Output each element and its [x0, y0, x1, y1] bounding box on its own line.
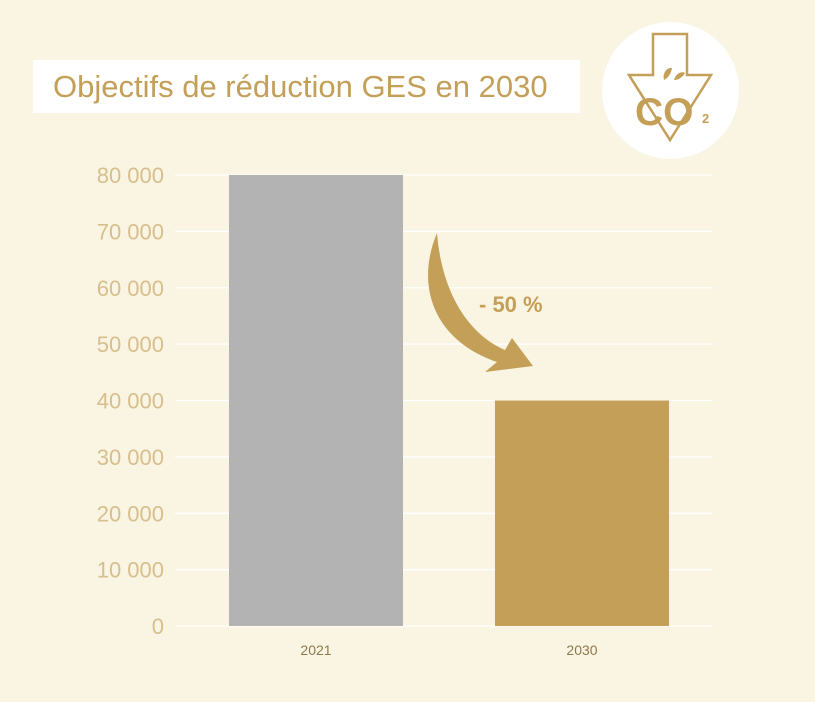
x-tick-label: 2030 — [566, 642, 597, 658]
y-tick-label: 0 — [152, 614, 164, 639]
co2-logo-label: CO — [635, 91, 694, 134]
reduction-annotation: - 50 % — [479, 292, 543, 317]
bar-2021 — [229, 175, 403, 626]
reduction-arrow-icon — [428, 233, 533, 372]
chart-title: Objectifs de réduction GES en 2030 — [53, 68, 548, 104]
y-tick-label: 80 000 — [97, 163, 164, 188]
y-tick-label: 60 000 — [97, 276, 164, 301]
co2-logo-subscript: 2 — [702, 111, 709, 126]
y-tick-label: 30 000 — [97, 445, 164, 470]
x-tick-label: 2021 — [300, 642, 331, 658]
y-tick-label: 20 000 — [97, 501, 164, 526]
chart-title-box: Objectifs de réduction GES en 2030 — [33, 60, 580, 113]
co2-logo-graphic: CO 2 — [626, 32, 714, 143]
y-tick-label: 70 000 — [97, 219, 164, 244]
y-tick-label: 40 000 — [97, 389, 164, 414]
bar-2030 — [495, 400, 669, 626]
co2-reduction-icon: CO 2 — [602, 22, 739, 159]
y-tick-label: 10 000 — [97, 558, 164, 583]
y-tick-label: 50 000 — [97, 332, 164, 357]
